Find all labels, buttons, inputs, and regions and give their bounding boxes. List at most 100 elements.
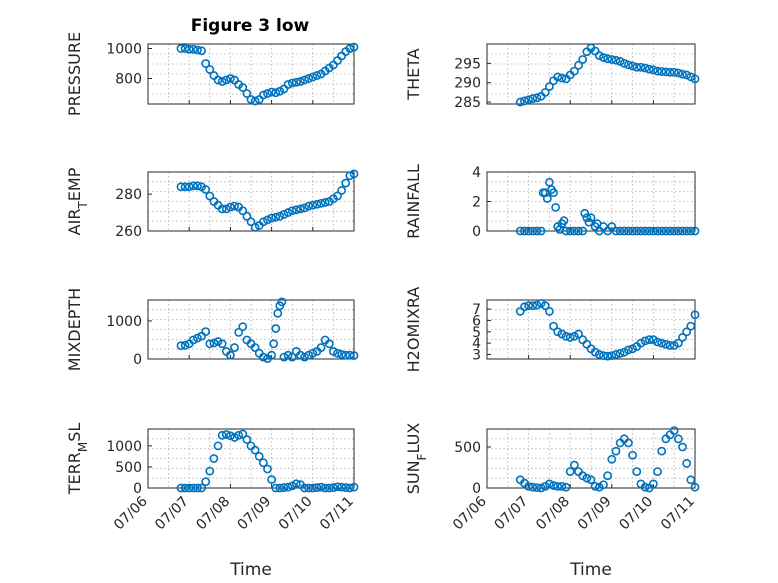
rainfall-point bbox=[661, 226, 671, 236]
air-temp-point bbox=[300, 203, 309, 213]
pressure-axes bbox=[147, 43, 355, 105]
h2omixra-point bbox=[611, 350, 621, 359]
mixdepth-point bbox=[345, 350, 355, 360]
terr-msl-point bbox=[205, 466, 215, 476]
mixdepth-point bbox=[225, 350, 235, 360]
h2omixra-ylabel: H2OMIXRA bbox=[404, 287, 423, 373]
rainfall-ytick-label: 4 bbox=[472, 165, 481, 181]
rainfall-point bbox=[528, 226, 538, 236]
mixdepth-point bbox=[269, 339, 279, 349]
rainfall-point bbox=[682, 226, 692, 236]
mixdepth-point bbox=[267, 350, 276, 360]
terr-msl-point bbox=[300, 483, 309, 493]
mixdepth-point bbox=[328, 346, 338, 356]
pressure-ytick-label: 800 bbox=[115, 72, 142, 88]
pressure-point bbox=[221, 75, 231, 85]
sun-flux-point bbox=[553, 481, 563, 491]
rainfall-point bbox=[599, 222, 608, 231]
sun-flux-ytick-label: 0 bbox=[472, 481, 481, 497]
air-temp-point bbox=[275, 211, 285, 221]
h2omixra-ytick-label: 6 bbox=[472, 313, 481, 329]
rainfall-point bbox=[624, 226, 633, 236]
theta-point bbox=[640, 63, 650, 73]
terr-msl-point bbox=[271, 483, 281, 493]
h2omixra-point bbox=[515, 306, 525, 316]
rainfall-point bbox=[524, 226, 533, 236]
rainfall-point bbox=[549, 188, 558, 198]
rainfall-point bbox=[569, 226, 579, 236]
theta-point bbox=[669, 67, 679, 77]
sun-flux-point bbox=[582, 473, 592, 483]
sun-flux-xtick-label: 07/06 bbox=[450, 493, 490, 533]
theta-point bbox=[636, 62, 646, 72]
pressure-ytick-label: 1000 bbox=[106, 42, 142, 58]
pressure-point bbox=[205, 65, 215, 74]
mixdepth-point bbox=[217, 339, 227, 349]
h2omixra-point bbox=[532, 300, 542, 310]
rainfall-point bbox=[640, 226, 650, 236]
rainfall-point bbox=[611, 226, 621, 236]
terr-msl-point bbox=[308, 483, 318, 493]
h2omixra-point bbox=[599, 351, 608, 360]
rainfall-point bbox=[542, 194, 552, 203]
terr-msl-xlabel: Time bbox=[229, 560, 272, 580]
mixdepth-ylabel: MIXDEPTH bbox=[65, 288, 84, 371]
theta-point bbox=[624, 60, 633, 70]
terr-msl-point bbox=[345, 483, 355, 493]
theta-point bbox=[632, 62, 642, 72]
theta-ytick-label: 295 bbox=[454, 56, 481, 72]
mixdepth-point bbox=[316, 343, 326, 352]
h2omixra-axes bbox=[486, 299, 696, 360]
air-temp-point bbox=[291, 205, 301, 215]
terr-msl-point bbox=[217, 430, 227, 440]
mixdepth-point bbox=[201, 327, 211, 336]
rainfall-point bbox=[657, 226, 667, 236]
mixdepth-point bbox=[296, 350, 305, 360]
h2omixra-point bbox=[565, 333, 575, 342]
sun-flux-point bbox=[574, 467, 583, 477]
theta-point bbox=[611, 55, 621, 65]
pressure-point bbox=[296, 77, 305, 86]
terr-msl-point bbox=[180, 483, 190, 493]
air-temp-ytick-label: 280 bbox=[115, 187, 142, 203]
h2omixra-point bbox=[657, 338, 667, 348]
rainfall-point bbox=[628, 226, 637, 236]
terr-msl-point bbox=[213, 441, 223, 451]
terr-msl-point bbox=[316, 482, 326, 492]
pressure-point bbox=[308, 72, 318, 82]
mixdepth-point bbox=[234, 327, 244, 337]
mixdepth-point bbox=[349, 351, 359, 360]
pressure-point bbox=[242, 89, 252, 98]
theta-point bbox=[607, 55, 617, 64]
theta-point bbox=[520, 96, 529, 106]
terr-msl-point bbox=[324, 483, 334, 493]
air-temp-point bbox=[296, 204, 305, 214]
pressure-point bbox=[250, 96, 260, 106]
h2omixra-point bbox=[561, 331, 571, 341]
theta-point bbox=[540, 87, 550, 97]
air-temp-point bbox=[221, 204, 231, 214]
air-temp-point bbox=[225, 202, 235, 212]
theta-point bbox=[615, 57, 625, 66]
theta-point bbox=[524, 95, 533, 105]
rainfall-point bbox=[574, 226, 583, 236]
terr-msl-ytick-label: 0 bbox=[133, 481, 142, 497]
h2omixra-point bbox=[520, 302, 529, 312]
mixdepth-point bbox=[277, 297, 287, 307]
terr-msl-xtick-label: 07/08 bbox=[193, 494, 233, 534]
pressure-point bbox=[291, 77, 301, 87]
pressure-point bbox=[180, 44, 190, 53]
pressure-point bbox=[193, 45, 202, 55]
sun-flux-ylabel: SUNFLUX bbox=[404, 423, 429, 495]
air-temp-point bbox=[337, 186, 347, 195]
terr-msl-point bbox=[349, 482, 359, 492]
rainfall-point bbox=[673, 226, 683, 236]
mixdepth-point bbox=[287, 352, 297, 362]
air-temp-ylabel: AIRTEMP bbox=[65, 167, 90, 235]
sun-flux-point bbox=[653, 467, 662, 477]
terr-msl-point bbox=[234, 430, 244, 440]
sun-flux-point bbox=[624, 438, 633, 448]
theta-point bbox=[644, 64, 654, 74]
pressure-point bbox=[349, 42, 359, 52]
rainfall-ylabel: RAINFALL bbox=[404, 164, 423, 239]
